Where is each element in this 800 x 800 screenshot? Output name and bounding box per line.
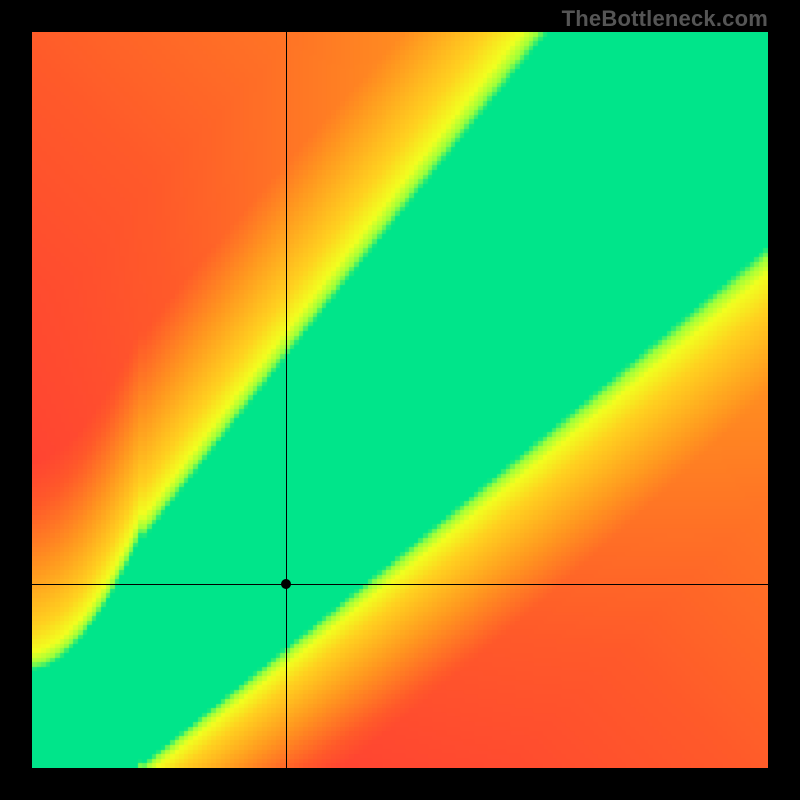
crosshair-vertical	[286, 32, 287, 768]
heatmap-plot	[32, 32, 768, 768]
crosshair-horizontal	[32, 584, 768, 585]
watermark-text: TheBottleneck.com	[562, 6, 768, 32]
heatmap-canvas	[32, 32, 768, 768]
data-point-marker	[281, 579, 291, 589]
